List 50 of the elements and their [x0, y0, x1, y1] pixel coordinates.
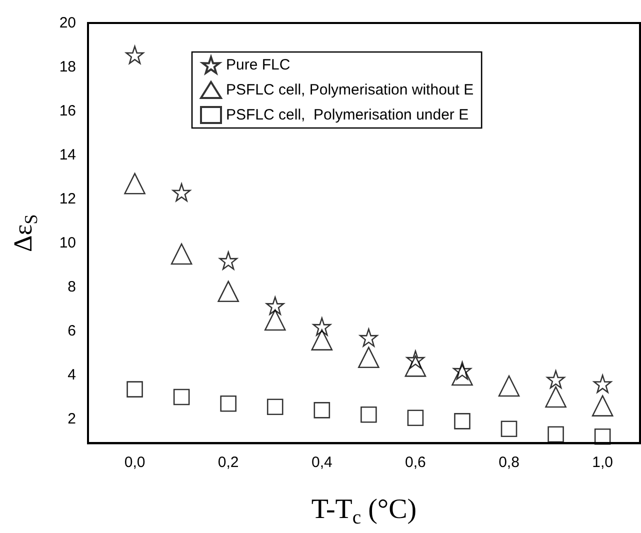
- x-tick-label: 0,0: [124, 454, 146, 472]
- y-axis-title: ΔεS: [8, 214, 41, 252]
- x-tick-label: 1,0: [592, 454, 614, 472]
- point: [452, 364, 473, 386]
- point: [311, 329, 333, 350]
- y-tick-label: 16: [59, 102, 76, 120]
- point: [173, 388, 190, 406]
- point: [312, 317, 332, 336]
- point: [219, 251, 238, 270]
- point: [266, 398, 284, 416]
- point: [500, 420, 518, 438]
- y-tick-label: 6: [68, 322, 76, 340]
- y-tick-label: 2: [68, 410, 76, 428]
- point: [546, 370, 565, 389]
- point: [358, 346, 380, 368]
- point: [407, 410, 424, 426]
- point: [218, 280, 239, 302]
- point: [498, 375, 520, 397]
- legend-label: PSFLC cell, Polymerisation without E: [226, 82, 474, 98]
- point: [454, 413, 470, 430]
- x-tick-label: 0,2: [218, 454, 239, 472]
- legend-label: PSFLC cell, Polymerisation under E: [226, 106, 469, 124]
- y-tick-label: 10: [59, 234, 76, 252]
- point: [170, 243, 192, 265]
- point: [124, 172, 146, 194]
- y-tick-label: 14: [59, 146, 76, 164]
- x-tick-label: 0,6: [405, 454, 426, 472]
- point: [592, 395, 614, 416]
- point: [266, 296, 284, 315]
- y-tick-label: 20: [59, 14, 76, 32]
- point: [220, 395, 236, 412]
- point: [545, 386, 566, 408]
- point: [126, 46, 144, 64]
- y-tick-label: 4: [68, 366, 76, 384]
- point: [360, 406, 377, 423]
- y-tick-label: 8: [68, 278, 76, 296]
- point: [593, 374, 612, 393]
- point: [126, 381, 143, 398]
- point: [314, 402, 330, 418]
- point: [360, 328, 378, 347]
- point: [594, 428, 611, 445]
- y-tick-label: 12: [59, 190, 76, 208]
- point: [548, 426, 564, 443]
- x-tick-label: 0,8: [498, 454, 520, 472]
- x-tick-label: 0,4: [311, 454, 332, 472]
- point: [404, 356, 426, 377]
- point: [172, 183, 191, 202]
- legend-label: Pure FLC: [226, 56, 290, 74]
- point: [264, 309, 286, 331]
- y-tick-label: 18: [59, 58, 76, 76]
